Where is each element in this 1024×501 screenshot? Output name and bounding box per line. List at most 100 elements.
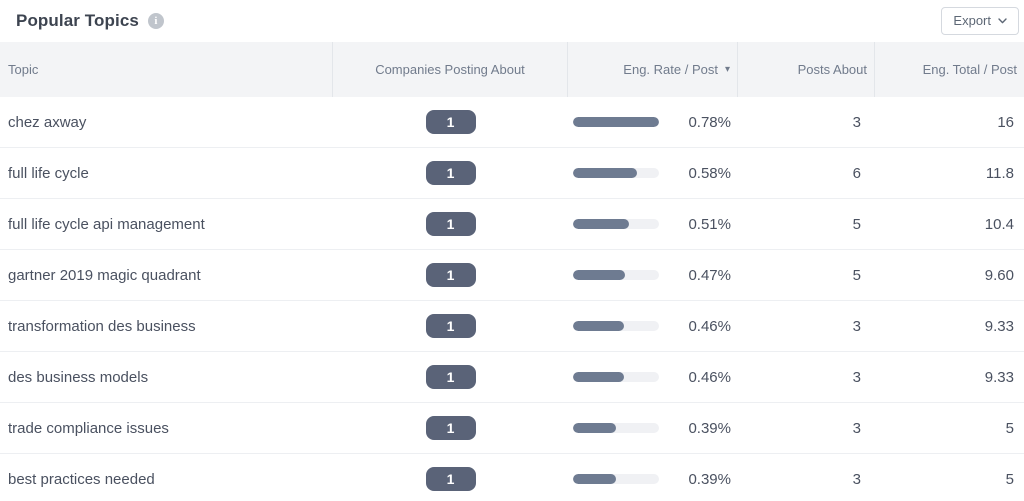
table-row: transformation des business 1 0.46% 3 9.… <box>0 301 1024 352</box>
column-header-label: Posts About <box>797 62 867 77</box>
topic-cell: chez axway <box>8 113 87 131</box>
topic-cell: transformation des business <box>8 317 196 335</box>
eng-total-cell: 9.60 <box>984 266 1014 284</box>
topic-cell: trade compliance issues <box>8 419 169 437</box>
eng-rate-value: 0.51% <box>688 215 731 233</box>
eng-rate-bar-fill <box>573 321 624 331</box>
eng-rate-bar-fill <box>573 474 616 484</box>
eng-rate-bar-fill <box>573 372 624 382</box>
column-header-label: Eng. Rate / Post <box>623 62 718 77</box>
export-button-label: Export <box>953 13 991 28</box>
eng-rate-bar <box>573 219 659 229</box>
topic-cell: des business models <box>8 368 149 386</box>
page-title: Popular Topics <box>16 11 139 30</box>
eng-rate-value: 0.46% <box>688 317 731 335</box>
table-row: best practices needed 1 0.39% 3 5 <box>0 454 1024 501</box>
posts-about-cell: 3 <box>852 470 861 488</box>
eng-rate-bar <box>573 117 659 127</box>
table-body: chez axway 1 0.78% 3 16 full life cycle … <box>0 97 1024 501</box>
export-button[interactable]: Export <box>941 7 1019 35</box>
table-row: full life cycle api management 1 0.51% 5… <box>0 199 1024 250</box>
eng-total-cell: 10.4 <box>984 215 1014 233</box>
panel-header: Popular Topics i Export <box>0 0 1024 42</box>
eng-total-cell: 5 <box>1005 470 1014 488</box>
eng-rate-cell: 0.78% <box>568 97 738 147</box>
column-header-eng-rate-per-post[interactable]: Eng. Rate / Post ▾ <box>568 42 738 97</box>
companies-cell: 1 <box>333 250 568 300</box>
table-row: gartner 2019 magic quadrant 1 0.47% 5 9.… <box>0 250 1024 301</box>
info-icon[interactable]: i <box>147 13 164 29</box>
topic-cell: gartner 2019 magic quadrant <box>8 266 201 284</box>
title-group: Popular Topics i <box>16 11 164 31</box>
table-row: trade compliance issues 1 0.39% 3 5 <box>0 403 1024 454</box>
table-row: full life cycle 1 0.58% 6 11.8 <box>0 148 1024 199</box>
eng-rate-cell: 0.39% <box>568 403 738 453</box>
table-row: des business models 1 0.46% 3 9.33 <box>0 352 1024 403</box>
companies-cell: 1 <box>333 199 568 249</box>
column-header-eng-total-per-post[interactable]: Eng. Total / Post <box>875 42 1024 97</box>
companies-count-badge: 1 <box>425 110 476 134</box>
eng-rate-value: 0.78% <box>688 113 731 131</box>
eng-total-cell: 11.8 <box>985 164 1014 182</box>
posts-about-cell: 3 <box>852 113 861 131</box>
eng-rate-bar-fill <box>573 219 630 229</box>
column-header-posts-about[interactable]: Posts About <box>738 42 875 97</box>
eng-rate-bar <box>573 474 659 484</box>
eng-rate-cell: 0.46% <box>568 352 738 402</box>
companies-count-badge: 1 <box>425 365 476 389</box>
column-header-label: Topic <box>8 62 39 77</box>
eng-rate-cell: 0.51% <box>568 199 738 249</box>
topic-cell: full life cycle <box>8 164 89 182</box>
column-header-label: Eng. Total / Post <box>922 62 1017 77</box>
eng-rate-bar-fill <box>573 423 616 433</box>
eng-rate-value: 0.39% <box>688 470 731 488</box>
eng-rate-bar-fill <box>573 117 659 127</box>
companies-cell: 1 <box>333 97 568 147</box>
eng-total-cell: 9.33 <box>984 368 1014 386</box>
eng-total-cell: 9.33 <box>984 317 1014 335</box>
eng-rate-value: 0.58% <box>688 164 731 182</box>
eng-rate-bar <box>573 372 659 382</box>
eng-total-cell: 16 <box>997 113 1014 131</box>
companies-cell: 1 <box>333 454 568 501</box>
eng-rate-cell: 0.47% <box>568 250 738 300</box>
eng-rate-bar <box>573 270 659 280</box>
eng-rate-bar <box>573 168 659 178</box>
eng-rate-bar-fill <box>573 168 637 178</box>
eng-rate-cell: 0.58% <box>568 148 738 198</box>
companies-cell: 1 <box>333 352 568 402</box>
topic-cell: best practices needed <box>8 470 155 488</box>
companies-count-badge: 1 <box>425 161 476 185</box>
companies-count-badge: 1 <box>425 212 476 236</box>
eng-rate-value: 0.46% <box>688 368 731 386</box>
column-header-label: Companies Posting About <box>375 62 525 77</box>
table-row: chez axway 1 0.78% 3 16 <box>0 97 1024 148</box>
posts-about-cell: 3 <box>852 419 861 437</box>
posts-about-cell: 6 <box>852 164 861 182</box>
eng-rate-bar <box>573 321 659 331</box>
posts-about-cell: 5 <box>852 215 861 233</box>
column-header-topic[interactable]: Topic <box>0 42 333 97</box>
companies-count-badge: 1 <box>425 263 476 287</box>
companies-count-badge: 1 <box>425 314 476 338</box>
sort-desc-icon: ▾ <box>724 64 730 75</box>
eng-rate-value: 0.39% <box>688 419 731 437</box>
posts-about-cell: 5 <box>852 266 861 284</box>
posts-about-cell: 3 <box>852 368 861 386</box>
companies-count-badge: 1 <box>425 467 476 491</box>
companies-cell: 1 <box>333 403 568 453</box>
eng-rate-bar <box>573 423 659 433</box>
chevron-down-icon <box>998 17 1007 24</box>
column-header-companies-posting-about[interactable]: Companies Posting About <box>333 42 568 97</box>
table-header-row: Topic Companies Posting About Eng. Rate … <box>0 42 1024 97</box>
posts-about-cell: 3 <box>852 317 861 335</box>
companies-cell: 1 <box>333 148 568 198</box>
eng-rate-value: 0.47% <box>688 266 731 284</box>
companies-count-badge: 1 <box>425 416 476 440</box>
companies-cell: 1 <box>333 301 568 351</box>
eng-rate-cell: 0.46% <box>568 301 738 351</box>
eng-total-cell: 5 <box>1005 419 1014 437</box>
eng-rate-bar-fill <box>573 270 625 280</box>
topic-cell: full life cycle api management <box>8 215 205 233</box>
